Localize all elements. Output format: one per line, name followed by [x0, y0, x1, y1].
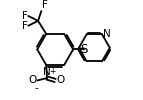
Text: N: N: [103, 29, 111, 39]
Text: +: +: [49, 67, 56, 76]
Text: N: N: [43, 67, 51, 77]
Text: F: F: [42, 0, 48, 10]
Text: S: S: [80, 43, 87, 56]
Text: F: F: [22, 21, 27, 31]
Text: O: O: [56, 76, 64, 86]
Text: O: O: [28, 76, 36, 86]
Text: -: -: [35, 83, 38, 93]
Text: F: F: [22, 11, 27, 21]
